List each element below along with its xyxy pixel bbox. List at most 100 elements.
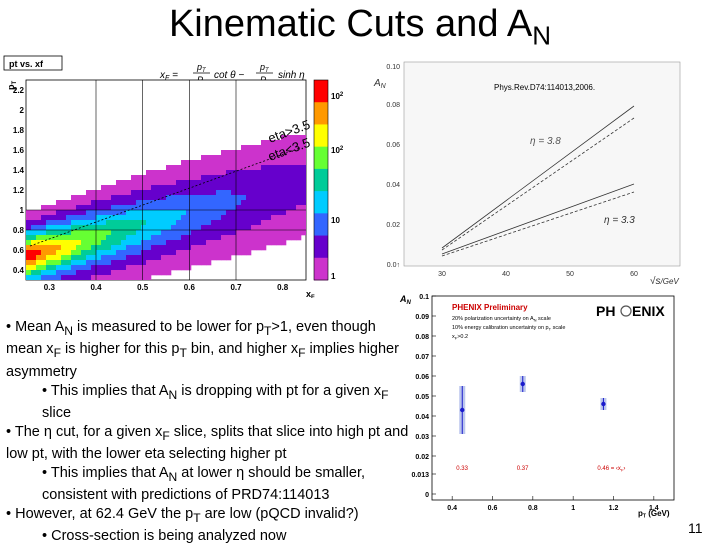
- histogram-cell: [191, 170, 197, 176]
- histogram-cell: [251, 215, 257, 221]
- histogram-cell: [51, 220, 57, 226]
- histogram-cell: [81, 220, 87, 226]
- histogram-cell: [221, 165, 227, 171]
- histogram-cell: [86, 250, 92, 256]
- histogram-cell: [171, 170, 177, 176]
- histogram-cell: [91, 270, 97, 276]
- histogram-cell: [281, 140, 287, 146]
- histogram-cell: [116, 240, 122, 246]
- histogram-cell: [181, 175, 187, 181]
- eta-upper-label: η = 3.8: [530, 136, 561, 147]
- histogram-cell: [251, 245, 257, 251]
- color-scale-swatch: [314, 124, 328, 148]
- histogram-cell: [286, 200, 292, 206]
- histogram-cell: [251, 185, 257, 191]
- histogram-cell: [46, 270, 52, 276]
- histogram-cell: [281, 155, 287, 161]
- histogram-cell: [236, 235, 242, 241]
- histogram-cell: [161, 210, 167, 216]
- histogram-cell: [186, 160, 192, 166]
- histogram-cell: [91, 190, 97, 196]
- histogram-cell: [246, 180, 252, 186]
- histogram-cell: [271, 205, 277, 211]
- histogram-cell: [186, 200, 192, 206]
- histogram-cell: [256, 210, 262, 216]
- histogram-cell: [156, 195, 162, 201]
- histogram-cell: [141, 200, 147, 206]
- histogram-cell: [101, 230, 107, 236]
- histogram-cell: [186, 205, 192, 211]
- histogram-cell: [116, 270, 122, 276]
- histogram-cell: [101, 235, 107, 241]
- histogram-cell: [271, 145, 277, 151]
- histogram-cell: [146, 255, 152, 261]
- theory-y-ticks: 0.10 0.08 0.06 0.04 0.02 0.0↑: [386, 64, 400, 269]
- histogram-cell: [61, 205, 67, 211]
- histogram-cell: [256, 165, 262, 171]
- histogram-cell: [141, 210, 147, 216]
- phenix-x-tick: 1.4: [649, 505, 659, 512]
- phenix-point-label: 0.37: [517, 466, 529, 472]
- histogram-cell: [236, 150, 242, 156]
- histogram-cell: [286, 150, 292, 156]
- histogram-cell: [106, 225, 112, 231]
- histogram-cell: [66, 250, 72, 256]
- histogram-cell: [246, 215, 252, 221]
- histogram-cell: [206, 155, 212, 161]
- histogram-cell: [246, 230, 252, 236]
- histogram-cell: [31, 260, 37, 266]
- histogram-cell: [231, 170, 237, 176]
- histogram-cell: [71, 205, 77, 211]
- phenix-x-ticks: 0.4 0.6 0.8 1 1.2 1.4: [447, 496, 659, 512]
- histogram-cell: [111, 215, 117, 221]
- histogram-cell: [126, 215, 132, 221]
- histogram-cell: [211, 195, 217, 201]
- theory-y-tick: 0.04: [386, 182, 400, 189]
- histogram-cell: [126, 195, 132, 201]
- histogram-cell: [216, 155, 222, 161]
- histogram-cell: [76, 200, 82, 206]
- histogram-cell: [261, 215, 267, 221]
- x-tick-label: 0.3: [44, 283, 56, 292]
- histogram-cell: [241, 225, 247, 231]
- histogram-cell: [166, 240, 172, 246]
- histogram-cell: [81, 195, 87, 201]
- histogram-cell: [186, 175, 192, 181]
- histogram-cell: [171, 250, 177, 256]
- histogram-cell: [111, 190, 117, 196]
- histogram-cell: [146, 235, 152, 241]
- histogram-cell: [51, 255, 57, 261]
- histogram-cell: [291, 150, 297, 156]
- histogram-cell: [241, 210, 247, 216]
- histogram-cell: [46, 235, 52, 241]
- phenix-preliminary-title: PHENIX Preliminary: [452, 303, 528, 312]
- histogram-cell: [171, 195, 177, 201]
- histogram-cell: [301, 195, 306, 201]
- histogram-cell: [171, 205, 177, 211]
- histogram-cell: [211, 180, 217, 186]
- histogram-cell: [296, 235, 302, 241]
- histogram-cell: [106, 195, 112, 201]
- histogram-cell: [256, 220, 262, 226]
- histogram-cell: [176, 250, 182, 256]
- histogram-cell: [106, 275, 112, 280]
- histogram-cell: [96, 230, 102, 236]
- theory-x-ticks: 30 40 50 60: [438, 271, 638, 278]
- histogram-cell: [226, 160, 232, 166]
- histogram-cell: [266, 235, 272, 241]
- histogram-cell: [271, 175, 277, 181]
- histogram-cell: [71, 200, 77, 206]
- histogram-cell: [166, 265, 172, 271]
- histogram-cell: [56, 240, 62, 246]
- histogram-cell: [26, 215, 32, 221]
- histogram-cell: [256, 180, 262, 186]
- theory-x-label: √s/GeV: [650, 275, 679, 287]
- histogram-cell: [146, 250, 152, 256]
- histogram-cell: [51, 215, 57, 221]
- histogram-cell: [171, 260, 177, 266]
- histogram-cell: [231, 235, 237, 241]
- histogram-cell: [241, 160, 247, 166]
- histogram-cell: [171, 225, 177, 231]
- histogram-cell: [146, 265, 152, 271]
- histogram-cell: [236, 250, 242, 256]
